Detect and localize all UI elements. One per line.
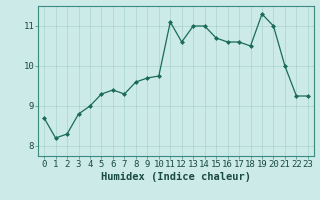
X-axis label: Humidex (Indice chaleur): Humidex (Indice chaleur) bbox=[101, 172, 251, 182]
